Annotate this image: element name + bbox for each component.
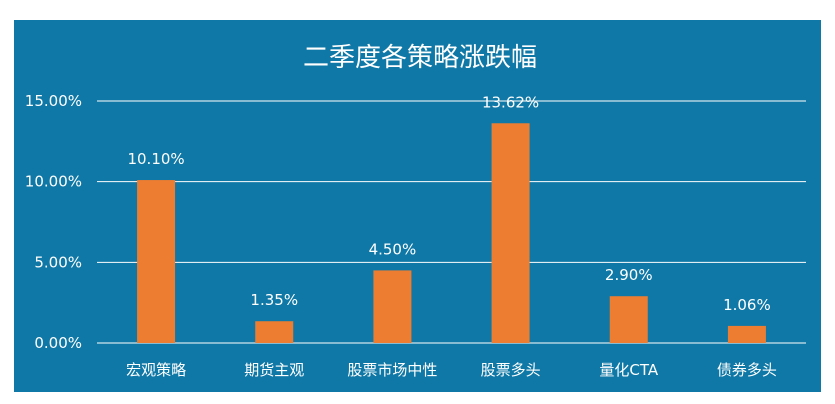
gridlines (97, 100, 806, 344)
x-tick-label: 宏观策略 (126, 361, 186, 379)
x-tick-label: 债券多头 (717, 361, 777, 379)
bar (609, 296, 648, 343)
y-tick-label: 0.00% (34, 334, 82, 352)
y-tick-label: 5.00% (34, 253, 82, 271)
x-tick-label: 量化CTA (599, 361, 658, 379)
bar (255, 321, 294, 343)
data-label: 2.90% (605, 266, 653, 284)
data-label: 1.06% (723, 296, 771, 314)
data-label: 10.10% (127, 150, 184, 168)
category-labels: 宏观策略 期货主观 股票市场中性 股票多头 量化CTA 债券多头 (126, 361, 777, 379)
bar (727, 325, 766, 343)
y-tick-label: 15.00% (25, 92, 82, 110)
bar (491, 123, 530, 343)
x-tick-label: 股票多头 (481, 361, 541, 379)
data-label: 1.35% (250, 291, 298, 309)
x-tick-label: 期货主观 (244, 361, 304, 379)
x-tick-label: 股票市场中性 (347, 361, 437, 379)
chart-title: 二季度各策略涨跌幅 (303, 43, 537, 73)
y-tick-label: 10.00% (25, 173, 82, 191)
bar (137, 180, 176, 343)
bars (137, 123, 766, 343)
data-labels: 10.10% 1.35% 4.50% 13.62% 2.90% 1.06% (127, 93, 770, 314)
bar (373, 270, 412, 343)
y-axis-ticks: 0.00% 5.00% 10.00% 15.00% (25, 92, 82, 352)
data-label: 13.62% (482, 93, 539, 111)
data-label: 4.50% (369, 240, 417, 258)
